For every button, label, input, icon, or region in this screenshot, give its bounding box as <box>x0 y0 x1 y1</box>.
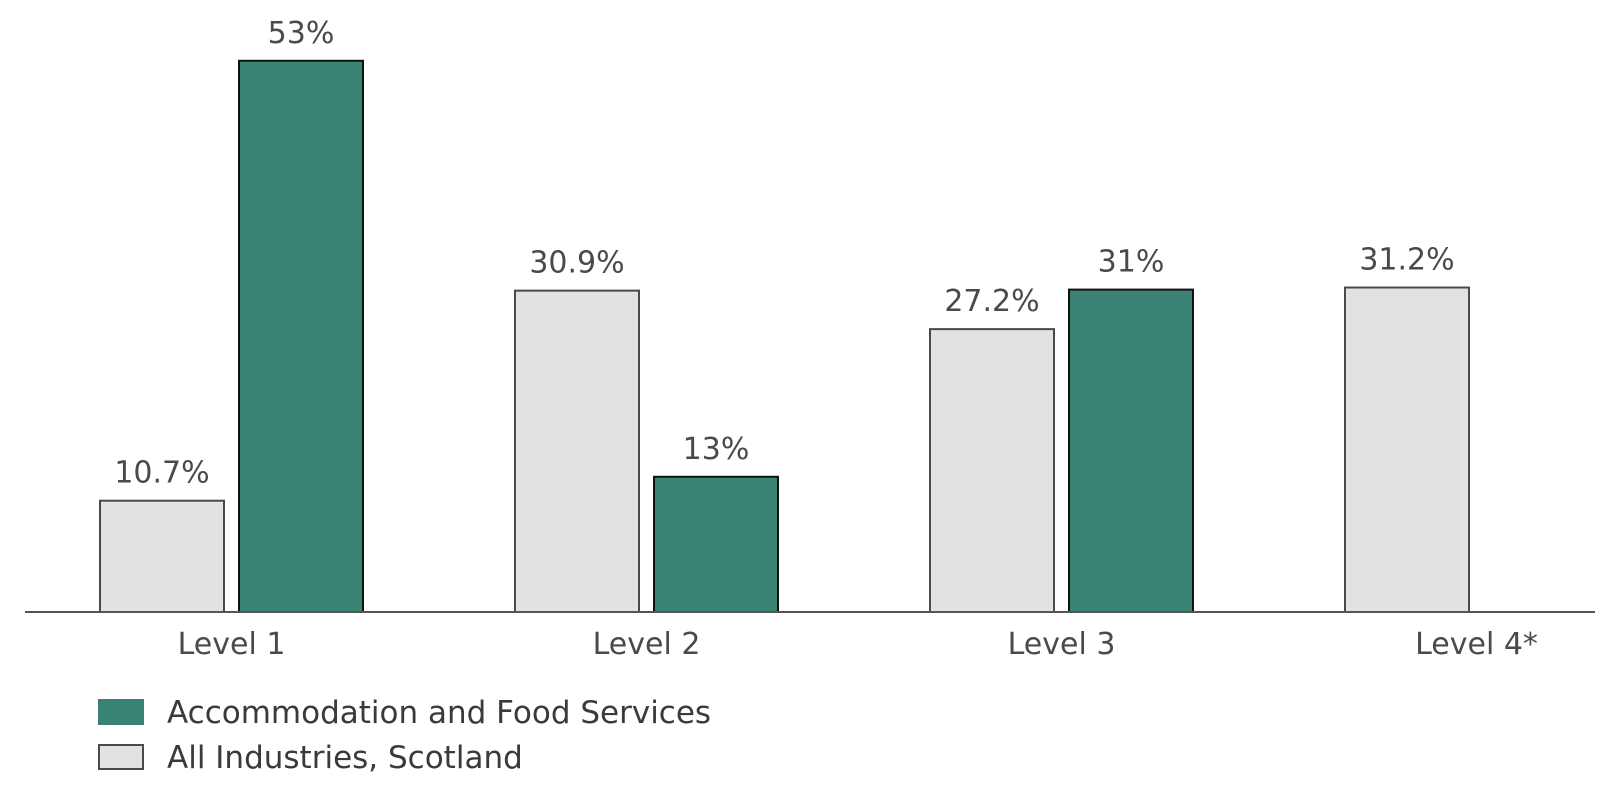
legend-label: Accommodation and Food Services <box>167 695 711 731</box>
bar-value-label: 31% <box>1098 245 1165 280</box>
value-labels-group: 10.7% 53% 30.9% 13% 27.2% 31% 31.2% <box>114 16 1454 491</box>
legend-swatch <box>98 744 144 770</box>
bar-value-label: 13% <box>683 432 750 467</box>
bar-value-label: 10.7% <box>114 456 209 491</box>
bar-value-label: 53% <box>268 16 335 51</box>
tick-labels-group: Level 1 Level 2 Level 3 Level 4* <box>178 627 1538 662</box>
legend-label: All Industries, Scotland <box>167 740 523 776</box>
legend-swatch <box>98 699 144 725</box>
bar <box>238 59 364 614</box>
bar-value-label: 31.2% <box>1359 243 1454 278</box>
bar <box>929 328 1055 613</box>
bar <box>1068 288 1194 613</box>
x-tick-label: Level 3 <box>1008 627 1116 662</box>
bar <box>99 499 225 613</box>
x-tick-label: Level 1 <box>178 627 286 662</box>
bar <box>1344 286 1470 613</box>
bar <box>653 475 779 613</box>
x-tick-label: Level 4* <box>1415 627 1538 662</box>
bar-value-label: 27.2% <box>944 284 1039 319</box>
bar <box>514 289 640 613</box>
bars-group <box>99 59 1470 614</box>
bar-value-label: 30.9% <box>529 246 624 281</box>
x-tick-label: Level 2 <box>593 627 701 662</box>
legend: Accommodation and Food Services All Indus… <box>98 695 711 776</box>
